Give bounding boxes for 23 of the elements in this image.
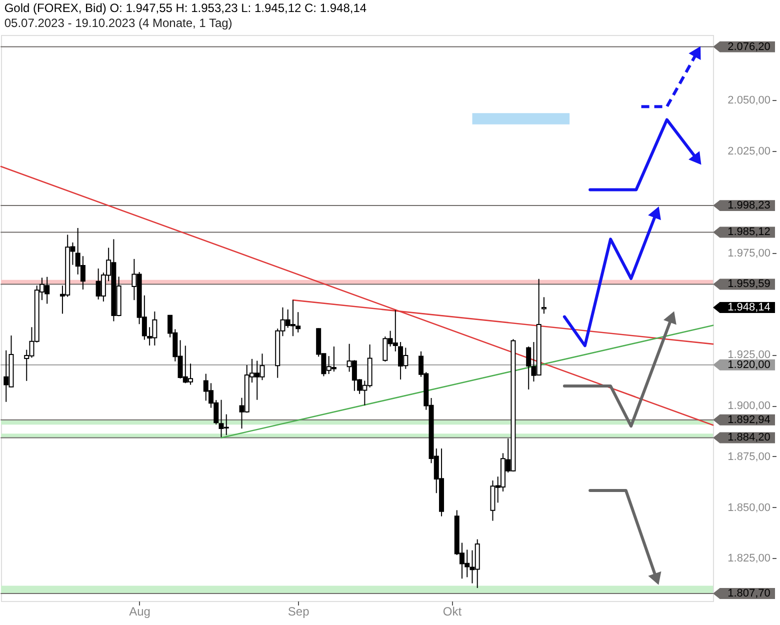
chart-subtitle: 05.07.2023 - 19.10.2023 (4 Monate, 1 Tag): [4, 16, 232, 30]
y-tick-label: 1.900,00: [728, 400, 770, 412]
y-tick-label: 1.825,00: [728, 552, 770, 565]
ref-line-label: 1.998,23: [728, 200, 770, 212]
ref-line-label: 1.985,12: [728, 226, 770, 238]
x-tick-label: Aug: [129, 604, 150, 618]
y-tick-label: 1.925,00: [728, 349, 770, 362]
y-tick-label: 1.850,00: [728, 502, 770, 514]
ref-line-label: 1.892,94: [728, 414, 770, 426]
y-tick-label: 2.025,00: [728, 146, 770, 158]
ref-line-label: 1.959,59: [728, 278, 770, 290]
x-tick-label: Okt: [442, 604, 462, 618]
chart-title: Gold (FOREX, Bid) O: 1.947,55 H: 1.953,23 L: 1.945,12 C: 1.948,14: [4, 1, 367, 15]
y-tick-label: 1.975,00: [728, 247, 770, 260]
y-tick-label: 1.875,00: [728, 450, 770, 463]
ref-line-label: 1.807,70: [728, 587, 770, 600]
text: 1.948,14: [728, 302, 770, 314]
ref-line-label: 2.076,20: [728, 40, 770, 53]
x-tick-label: Sep: [288, 604, 310, 618]
candlestick: [541, 296, 546, 314]
ref-line-label: 1.884,20: [728, 432, 770, 444]
ref-line-label: 1.920,00: [728, 358, 770, 371]
y-tick-label: 2.050,00: [728, 94, 770, 107]
